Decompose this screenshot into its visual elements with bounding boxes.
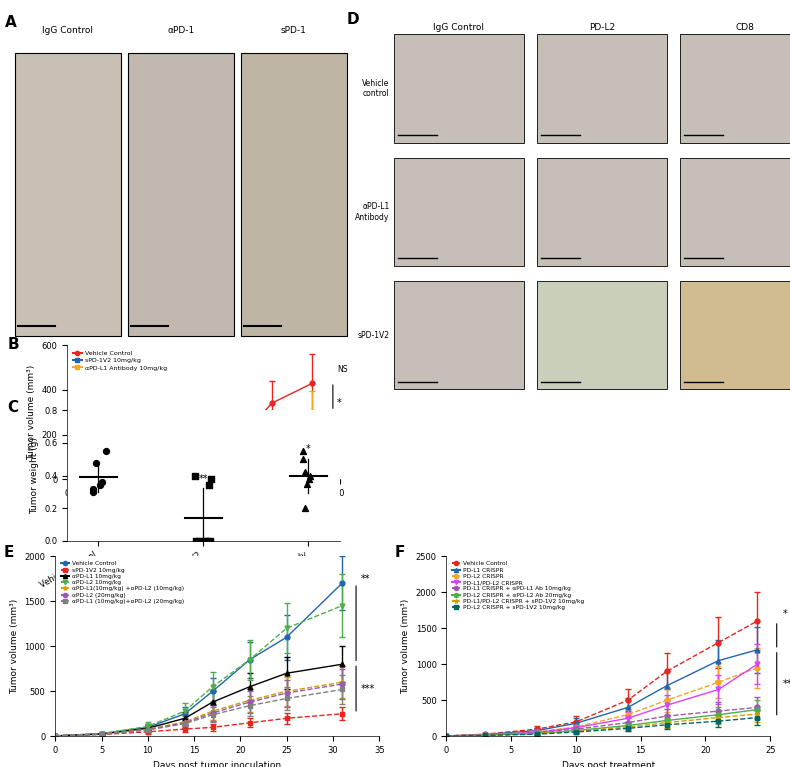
Text: Vehicle
control: Vehicle control [363, 79, 389, 98]
Text: B: B [7, 337, 19, 352]
Point [192, 535, 205, 547]
Bar [679, 281, 790, 390]
Text: ***: *** [361, 683, 375, 693]
Text: αPD-L1
Antibody: αPD-L1 Antibody [356, 202, 389, 222]
Bar [128, 53, 234, 336]
Bar [241, 53, 347, 336]
Text: **: ** [361, 574, 371, 584]
Text: PD-L2: PD-L2 [589, 23, 615, 32]
Point [304, 469, 317, 482]
X-axis label: Days post treatment: Days post treatment [156, 504, 250, 512]
Point [190, 535, 202, 547]
Text: C: C [7, 400, 18, 415]
Point [96, 476, 109, 489]
X-axis label: Days post tumor inoculation: Days post tumor inoculation [153, 761, 281, 767]
Y-axis label: Tumor weight (g): Tumor weight (g) [29, 437, 39, 514]
Text: E: E [3, 545, 14, 560]
Point [94, 479, 107, 492]
Bar [537, 35, 667, 143]
Bar [537, 281, 667, 390]
Text: NS: NS [337, 365, 348, 374]
Point [86, 486, 99, 498]
Bar [394, 281, 524, 390]
Point [297, 453, 310, 466]
Point [100, 445, 112, 457]
Point [189, 469, 201, 482]
Point [303, 472, 315, 485]
Text: sPD-1: sPD-1 [281, 25, 307, 35]
Bar [679, 35, 790, 143]
Text: **: ** [783, 679, 790, 689]
Y-axis label: Tumor volume (mm³): Tumor volume (mm³) [401, 598, 410, 694]
Point [205, 472, 217, 485]
Legend: Vehicle Control, sPD-1V2 10mg/kg, αPD-L1 Antibody 10mg/kg: Vehicle Control, sPD-1V2 10mg/kg, αPD-L1… [70, 348, 169, 374]
Text: CD8: CD8 [735, 23, 754, 32]
Bar [537, 158, 667, 266]
X-axis label: Days post treatment: Days post treatment [562, 761, 655, 767]
Point [86, 482, 99, 495]
Point [299, 466, 311, 479]
Point [203, 479, 216, 492]
Text: sPD-1V2: sPD-1V2 [358, 331, 389, 340]
Point [299, 502, 311, 515]
Text: *: * [783, 609, 788, 619]
Point [297, 445, 310, 457]
Point [203, 535, 216, 547]
Y-axis label: Tumor volume (mm³): Tumor volume (mm³) [10, 598, 19, 694]
Point [301, 478, 314, 490]
Y-axis label: Tumor volume (mm³): Tumor volume (mm³) [27, 364, 36, 460]
Text: IgG Control: IgG Control [434, 23, 484, 32]
Legend: Vehicle Control, PD-L1 CRISPR, PD-L2 CRISPR, PD-L1/PD-L2 CRISPR, PD-L1 CRISPR + : Vehicle Control, PD-L1 CRISPR, PD-L2 CRI… [450, 559, 586, 613]
Bar [15, 53, 121, 336]
Text: IgG Control: IgG Control [43, 25, 93, 35]
Bar [394, 158, 524, 266]
Point [90, 456, 103, 469]
Text: *: * [337, 398, 342, 408]
Legend: Vehicle Control, sPD-1V2 10mg/kg, αPD-L1 10mg/kg, αPD-L2 10mg/kg, αPD-L1(10mg/kg: Vehicle Control, sPD-1V2 10mg/kg, αPD-L1… [58, 559, 186, 606]
Text: αPD-1: αPD-1 [167, 25, 194, 35]
Bar [394, 35, 524, 143]
Text: **: ** [198, 474, 209, 484]
Text: F: F [394, 545, 405, 560]
Point [199, 535, 212, 547]
Text: *: * [306, 444, 310, 454]
Text: D: D [347, 12, 359, 27]
Bar [679, 158, 790, 266]
Point [201, 535, 213, 547]
Text: A: A [5, 15, 16, 31]
